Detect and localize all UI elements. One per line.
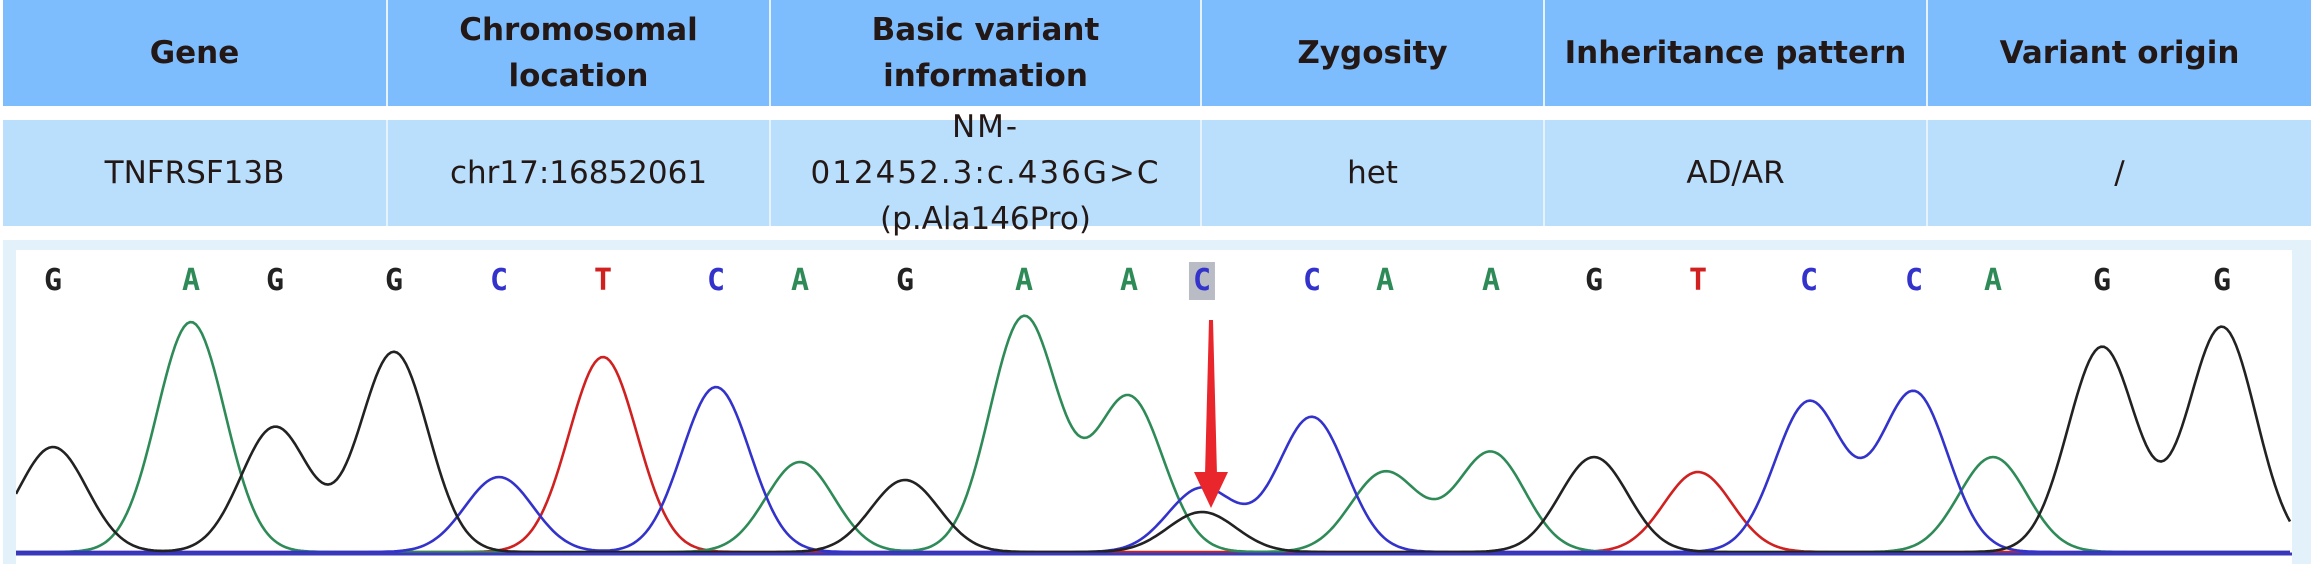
- base-call-t: T: [593, 263, 613, 298]
- base-call-a: A: [1481, 263, 1501, 298]
- variant-hgvs: NM- 012452.3:c.436G>C: [810, 109, 1161, 191]
- header-basic-variant-information: Basic variant information: [771, 0, 1202, 106]
- base-call-g: G: [43, 263, 63, 298]
- header-line: location: [508, 58, 649, 94]
- base-call-g: G: [2212, 263, 2232, 298]
- base-call-a: A: [1014, 263, 1034, 298]
- base-call-c: C: [1904, 263, 1924, 298]
- cell-chromosomal-location: chr17:16852061: [388, 120, 771, 226]
- cell-zygosity: het: [1202, 120, 1545, 226]
- base-call-g: G: [265, 263, 285, 298]
- header-line: information: [883, 58, 1088, 94]
- base-call-a: A: [1983, 263, 2003, 298]
- header-chromosomal-location: Chromosomal location: [388, 0, 771, 106]
- table-header-row: Gene Chromosomal location Basic variant in…: [3, 0, 2311, 106]
- base-call-a: A: [181, 263, 201, 298]
- red-arrow-icon: [1194, 320, 1228, 508]
- base-call-c: C: [1188, 262, 1216, 300]
- base-call-a: A: [1119, 263, 1139, 298]
- base-call-g: G: [895, 263, 915, 298]
- trace-g: [16, 325, 2292, 554]
- cell-gene: TNFRSF13B: [3, 120, 388, 226]
- variant-protein: (p.Ala146Pro): [880, 201, 1091, 237]
- header-inheritance-pattern: Inheritance pattern: [1545, 0, 1928, 106]
- chromatogram-traces: [16, 314, 2292, 556]
- base-call-g: G: [384, 263, 404, 298]
- base-call-c: C: [1302, 263, 1322, 298]
- base-call-c: C: [706, 263, 726, 298]
- table-row: TNFRSF13B chr17:16852061 NM- 012452.3:c.…: [3, 109, 2311, 237]
- base-call-c: C: [1799, 263, 1819, 298]
- base-call-g: G: [2092, 263, 2112, 298]
- header-gene: Gene: [3, 0, 388, 106]
- header-line: Chromosomal: [459, 12, 698, 48]
- header-variant-origin: Variant origin: [1999, 35, 2240, 71]
- cell-inheritance-pattern: AD/AR: [1545, 120, 1928, 226]
- base-call-c: C: [489, 263, 509, 298]
- cell-variant-information: NM- 012452.3:c.436G>C (p.Ala146Pro): [771, 109, 1202, 237]
- base-call-a: A: [1375, 263, 1395, 298]
- base-call-t: T: [1688, 263, 1708, 298]
- header-zygosity: Zygosity: [1202, 0, 1545, 106]
- header-line: Basic variant: [871, 12, 1100, 48]
- base-call-a: A: [790, 263, 810, 298]
- trace-c: [16, 385, 2290, 554]
- cell-variant-origin: /: [2114, 155, 2125, 191]
- base-call-g: G: [1584, 263, 1604, 298]
